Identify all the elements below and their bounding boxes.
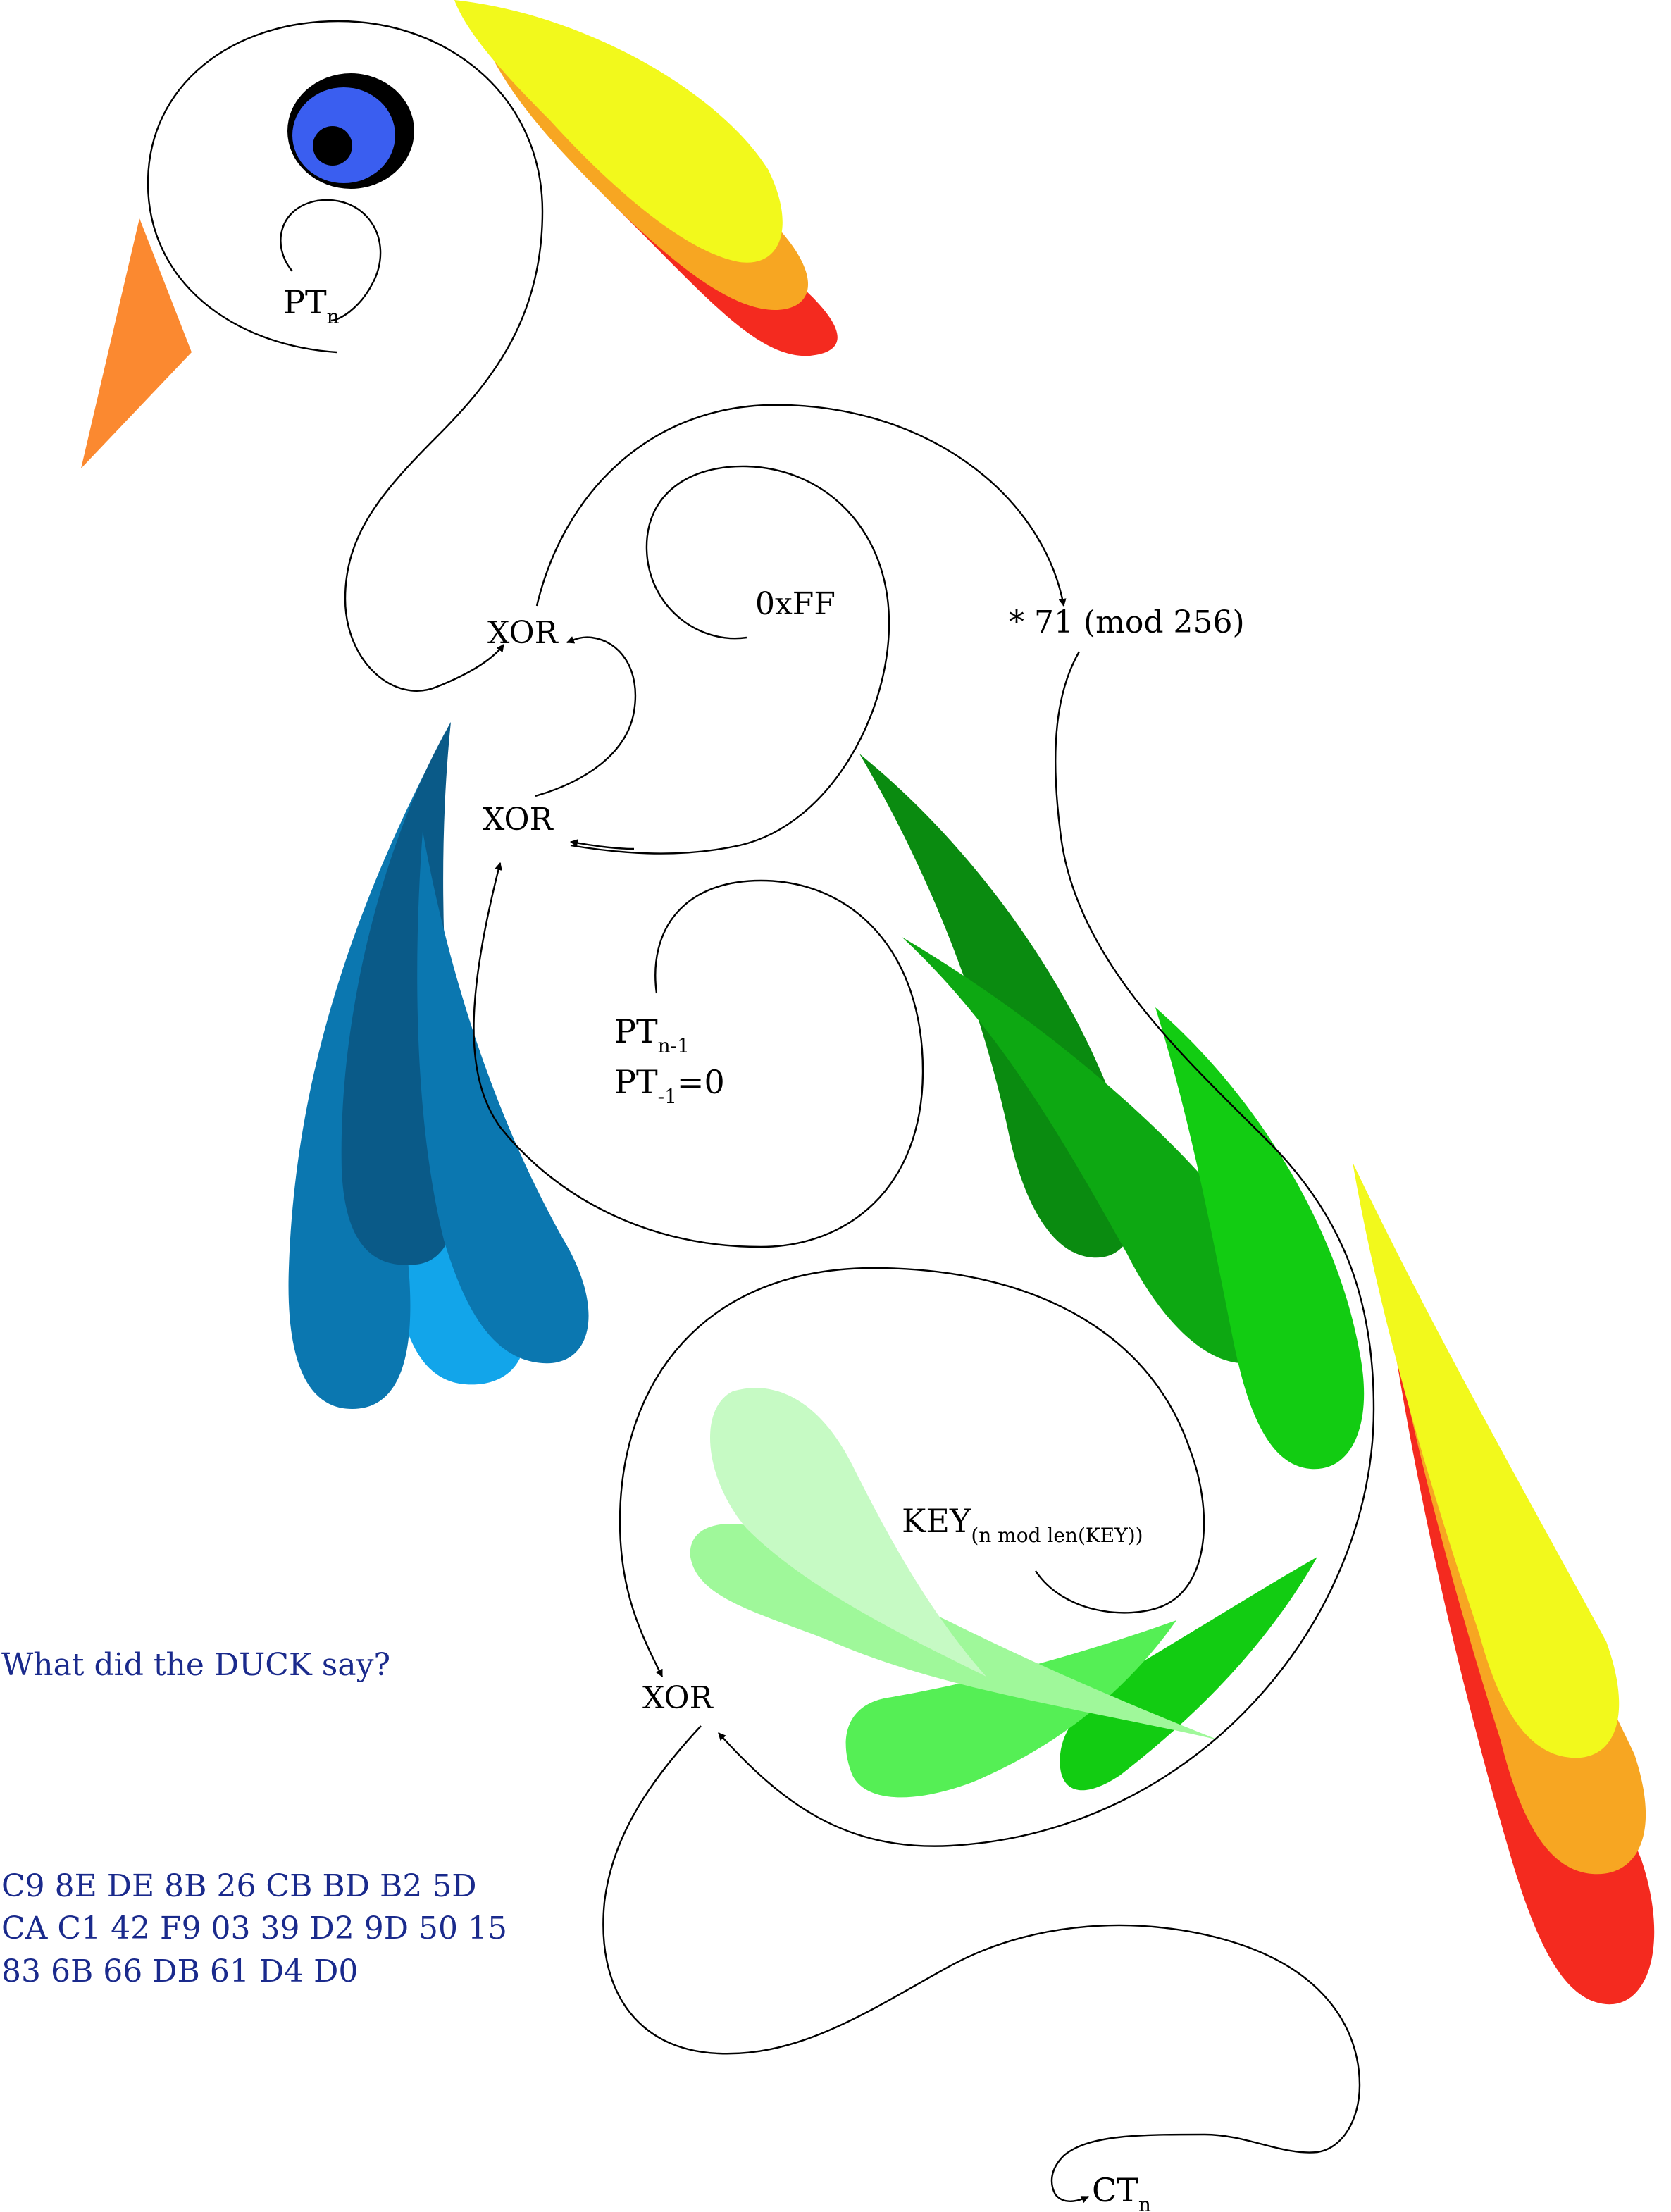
green-wing-feathers bbox=[690, 754, 1365, 1798]
label-key-main: KEY bbox=[902, 1502, 971, 1540]
label-key-sub: (n mod len(KEY)) bbox=[971, 1524, 1143, 1547]
wing-feather-blue-b bbox=[417, 831, 589, 1364]
beak-shape bbox=[81, 218, 192, 468]
ciphertext-line-1: C9 8E DE 8B 26 CB BD B2 5D bbox=[1, 1868, 477, 1904]
label-const-ff: 0xFF bbox=[755, 586, 836, 622]
label-pt-prev-sub: n-1 bbox=[658, 1034, 690, 1057]
path-ptprev-to-xor-mid bbox=[473, 862, 924, 1248]
crest-feathers bbox=[454, 0, 838, 356]
wing-feather-green-c bbox=[1060, 1557, 1317, 1791]
blue-wing-feathers bbox=[288, 722, 589, 1409]
path-xor-bottom-to-ct bbox=[602, 1725, 1361, 2204]
label-key: KEY(n mod len(KEY)) bbox=[902, 1502, 1143, 1547]
tail-feathers bbox=[1353, 1162, 1655, 2005]
tail-feather-yellow bbox=[1353, 1162, 1620, 1758]
wing-feather-paler-green bbox=[709, 1388, 986, 1677]
flow-lines bbox=[147, 20, 1375, 2204]
label-pt-init: PT-1=0 bbox=[614, 1063, 725, 1108]
label-pt-init-sub: -1 bbox=[658, 1085, 677, 1108]
wing-feather-green-a bbox=[902, 937, 1294, 1364]
label-ct-n-main: CT bbox=[1092, 2171, 1138, 2209]
path-key-to-xor-bottom bbox=[619, 1267, 1205, 1677]
label-pt-n-main: PT bbox=[283, 283, 327, 321]
label-mult: * 71 (mod 256) bbox=[1009, 604, 1245, 640]
eye bbox=[287, 73, 414, 189]
path-mult-to-xor-bottom bbox=[718, 651, 1375, 1847]
wing-feather-lime-green bbox=[845, 1620, 1176, 1798]
path-ff-swirl bbox=[570, 465, 890, 855]
label-pt-prev-main: PT bbox=[614, 1012, 658, 1050]
question-text: What did the DUCK say? bbox=[1, 1647, 390, 1683]
path-xor-to-mult bbox=[535, 404, 1067, 607]
path-xor-mid-to-xor-top bbox=[535, 636, 637, 797]
label-ct-n: CTn bbox=[1092, 2171, 1151, 2212]
label-pt-n: PTn bbox=[283, 283, 340, 328]
label-xor-bottom: XOR bbox=[642, 1680, 714, 1716]
label-pt-init-main: PT bbox=[614, 1063, 658, 1101]
label-pt-n-sub: n bbox=[327, 305, 340, 328]
path-head-swirl bbox=[280, 199, 382, 322]
ciphertext-line-3: 83 6B 66 DB 61 D4 D0 bbox=[1, 1953, 358, 1989]
crest-feather-yellow bbox=[454, 0, 783, 263]
label-xor-mid: XOR bbox=[483, 802, 554, 838]
path-head-to-xor-top bbox=[147, 20, 544, 692]
label-pt-init-rest: =0 bbox=[677, 1063, 725, 1101]
label-xor-top: XOR bbox=[487, 615, 559, 651]
wing-feather-green-b bbox=[1155, 1007, 1365, 1470]
eye-pupil bbox=[313, 126, 352, 166]
path-ff-to-xor-mid bbox=[569, 839, 635, 850]
ciphertext-line-2: CA C1 42 F9 03 39 D2 9D 50 15 bbox=[1, 1910, 507, 1946]
label-pt-prev: PTn-1 bbox=[614, 1012, 690, 1057]
label-ct-n-sub: n bbox=[1138, 2193, 1151, 2212]
